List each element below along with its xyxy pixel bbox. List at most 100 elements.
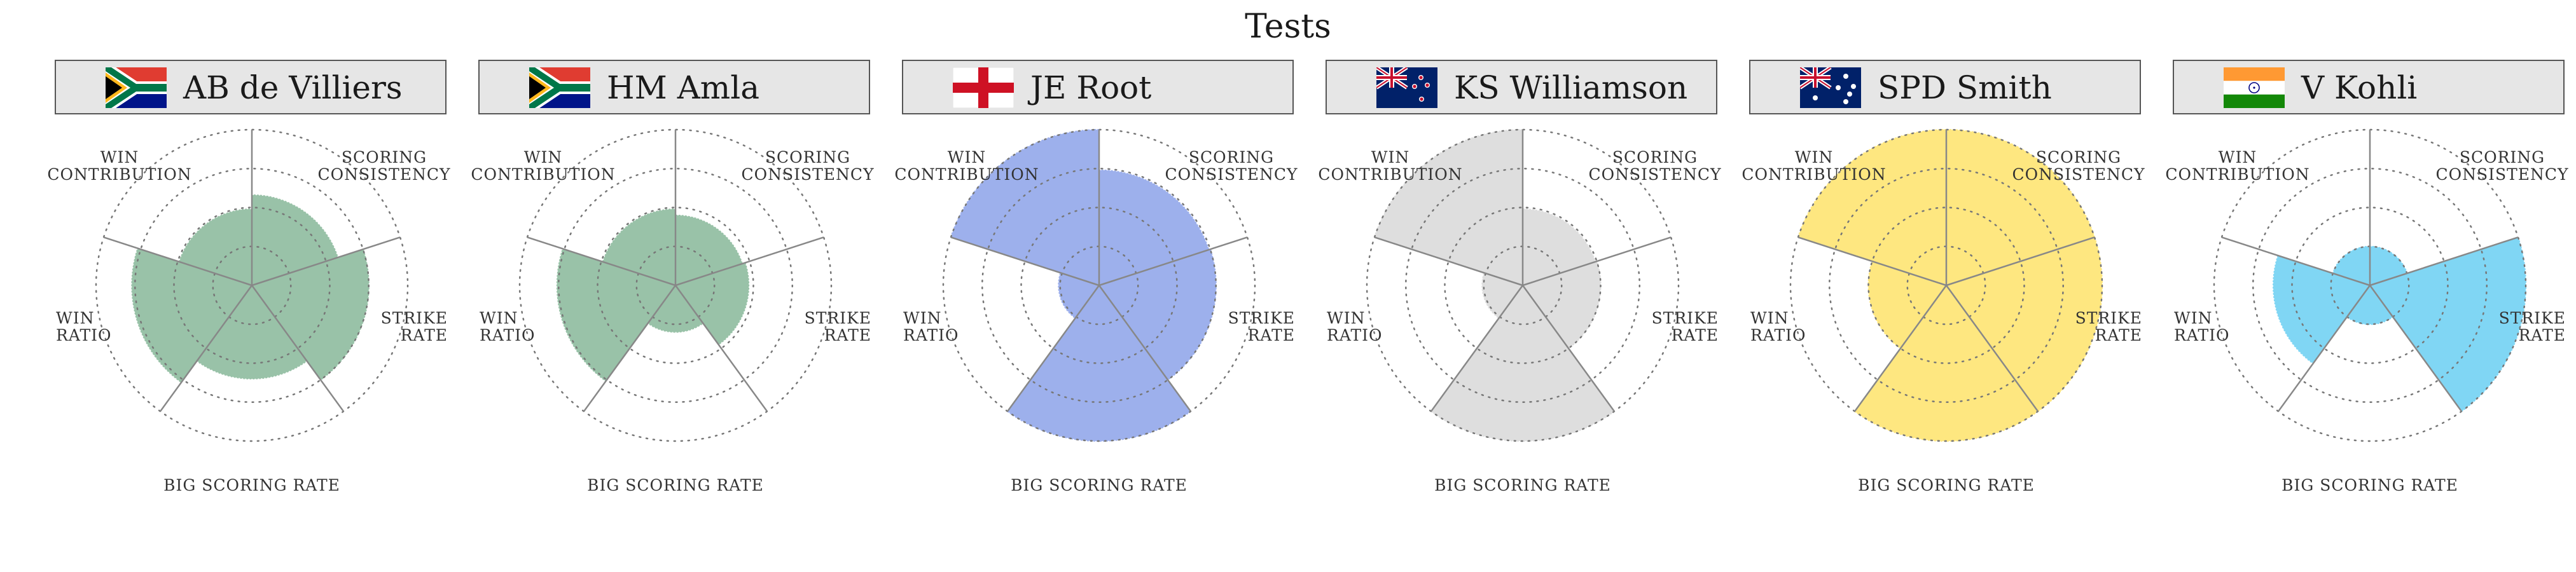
india-flag-icon — [2224, 67, 2285, 108]
radar-spoke — [251, 285, 345, 412]
player-panel: AB de Villiers SCORING CONSISTENCY STRIKE RA… — [47, 60, 450, 505]
player-name: SPD Smith — [1878, 69, 2052, 106]
radar-sector — [1430, 284, 1616, 442]
south-africa-flag-icon — [529, 67, 590, 108]
axis-label: BIG SCORING RATE — [1011, 476, 1188, 494]
grid-ring — [2252, 168, 2488, 403]
axis-label: BIG SCORING RATE — [587, 476, 764, 494]
axis-label: WIN RATIO — [1750, 309, 1806, 344]
radar-spoke — [1430, 285, 1524, 412]
new-zealand-flag-icon — [1376, 67, 1437, 108]
player-header: SPD Smith — [1749, 60, 2141, 114]
axis-label: WIN CONTRIBUTION — [894, 148, 1039, 184]
radar-spoke — [2221, 236, 2371, 287]
player-header: JE Root — [902, 60, 1294, 114]
radar-spoke — [251, 236, 401, 287]
player-panel: JE Root SCORING CONSISTENCY STRIKE RATE BIG S… — [894, 60, 1298, 505]
axis-label: SCORING CONSISTENCY — [1588, 148, 1721, 184]
radar-spoke — [1098, 236, 1248, 287]
radar-sector — [1522, 208, 1596, 287]
grid-ring — [1867, 207, 2025, 364]
radar-sector — [1006, 284, 1192, 442]
radar-spoke — [1521, 285, 1616, 412]
radar-sector — [131, 247, 253, 383]
england-flag-icon — [953, 67, 1014, 108]
radar-sector — [675, 214, 744, 287]
axis-label: WIN RATIO — [903, 309, 959, 344]
radar-sector — [1373, 128, 1523, 287]
axis-label: WIN RATIO — [1327, 309, 1383, 344]
axis-label: SCORING CONSISTENCY — [1165, 148, 1298, 184]
radar-sector — [2346, 284, 2394, 325]
radar-spoke — [527, 236, 676, 287]
radar-chart: SCORING CONSISTENCY STRIKE RATE BIG SCORING … — [1318, 128, 1721, 494]
radar-spoke — [1797, 236, 1947, 287]
player-header: AB de Villiers — [55, 60, 447, 114]
grid-ring — [1829, 168, 2064, 403]
radar-sector — [178, 208, 253, 287]
axis-label: STRIKE RATE — [805, 309, 871, 344]
axis-label: BIG SCORING RATE — [2282, 476, 2458, 494]
axis-label: WIN CONTRIBUTION — [471, 148, 615, 184]
radar-sector — [196, 284, 308, 379]
radar-spoke — [674, 285, 768, 412]
grid-ring — [1405, 168, 1640, 403]
radar-spoke — [950, 236, 1100, 287]
radar-spoke — [103, 236, 253, 287]
axis-label: STRIKE RATE — [1228, 309, 1295, 344]
radar-sector — [251, 248, 370, 381]
south-africa-flag-icon — [106, 67, 167, 108]
axis-label: SCORING CONSISTENCY — [741, 148, 874, 184]
radar-spoke — [1946, 236, 2095, 287]
player-name: KS Williamson — [1454, 69, 1688, 106]
radar-sector — [2273, 254, 2371, 365]
radar-sector — [1098, 248, 1217, 381]
axis-label: BIG SCORING RATE — [1434, 476, 1611, 494]
axis-label: SCORING CONSISTENCY — [2012, 148, 2145, 184]
radar-sector — [1946, 128, 2096, 287]
axis-label: WIN CONTRIBUTION — [1742, 148, 1886, 184]
grid-ring — [2291, 207, 2449, 364]
radar-chart: SCORING CONSISTENCY STRIKE RATE BIG SCORING … — [1742, 128, 2145, 494]
player-header: V Kohli — [2173, 60, 2565, 114]
radar-chart: SCORING CONSISTENCY STRIKE RATE BIG SCORING … — [894, 128, 1298, 494]
radar-sector — [1058, 272, 1100, 319]
player-header: HM Amla — [478, 60, 870, 114]
radar-spoke — [159, 285, 253, 412]
radar-spoke — [583, 285, 677, 412]
australia-flag-icon — [1800, 67, 1861, 108]
grid-ring — [1020, 207, 1178, 364]
axis-label: WIN CONTRIBUTION — [1318, 148, 1462, 184]
axis-label: STRIKE RATE — [2075, 309, 2142, 344]
page-title: Tests — [1245, 8, 1331, 46]
player-panel: SPD Smith SCORING CONSISTENCY STRIKE RATE BIG… — [1742, 60, 2145, 505]
axis-label: WIN CONTRIBUTION — [2165, 148, 2309, 184]
radar-sector — [602, 208, 676, 287]
player-name: V Kohli — [2301, 69, 2418, 106]
player-panel: HM Amla SCORING CONSISTENCY STRIKE RATE BIG S… — [471, 60, 874, 505]
radar-spoke — [1853, 285, 1948, 412]
axis-label: BIG SCORING RATE — [1858, 476, 2035, 494]
grid-ring — [173, 207, 331, 364]
radar-chart: SCORING CONSISTENCY STRIKE RATE BIG SCORING … — [47, 128, 450, 494]
radar-spoke — [675, 236, 824, 287]
grid-ring — [558, 168, 793, 403]
axis-label: STRIKE RATE — [1652, 309, 1719, 344]
player-panel: KS Williamson SCORING CONSISTENCY STRIKE RAT… — [1318, 60, 1721, 505]
axis-label: WIN RATIO — [2174, 309, 2230, 344]
grid-ring — [1444, 207, 1602, 364]
radar-sector — [251, 194, 339, 287]
radar-sector — [647, 284, 704, 333]
radar-spoke — [1522, 236, 1672, 287]
radar-spoke — [2277, 285, 2371, 412]
axis-label: SCORING CONSISTENCY — [2435, 148, 2568, 184]
player-header: KS Williamson — [1326, 60, 1717, 114]
axis-label: WIN RATIO — [480, 309, 536, 344]
grid-ring — [981, 168, 1217, 403]
axis-label: STRIKE RATE — [381, 309, 448, 344]
radar-sector — [674, 262, 750, 346]
axis-label: WIN CONTRIBUTION — [47, 148, 191, 184]
axis-label: WIN RATIO — [56, 309, 112, 344]
axis-label: BIG SCORING RATE — [163, 476, 340, 494]
player-name: HM Amla — [607, 69, 760, 106]
